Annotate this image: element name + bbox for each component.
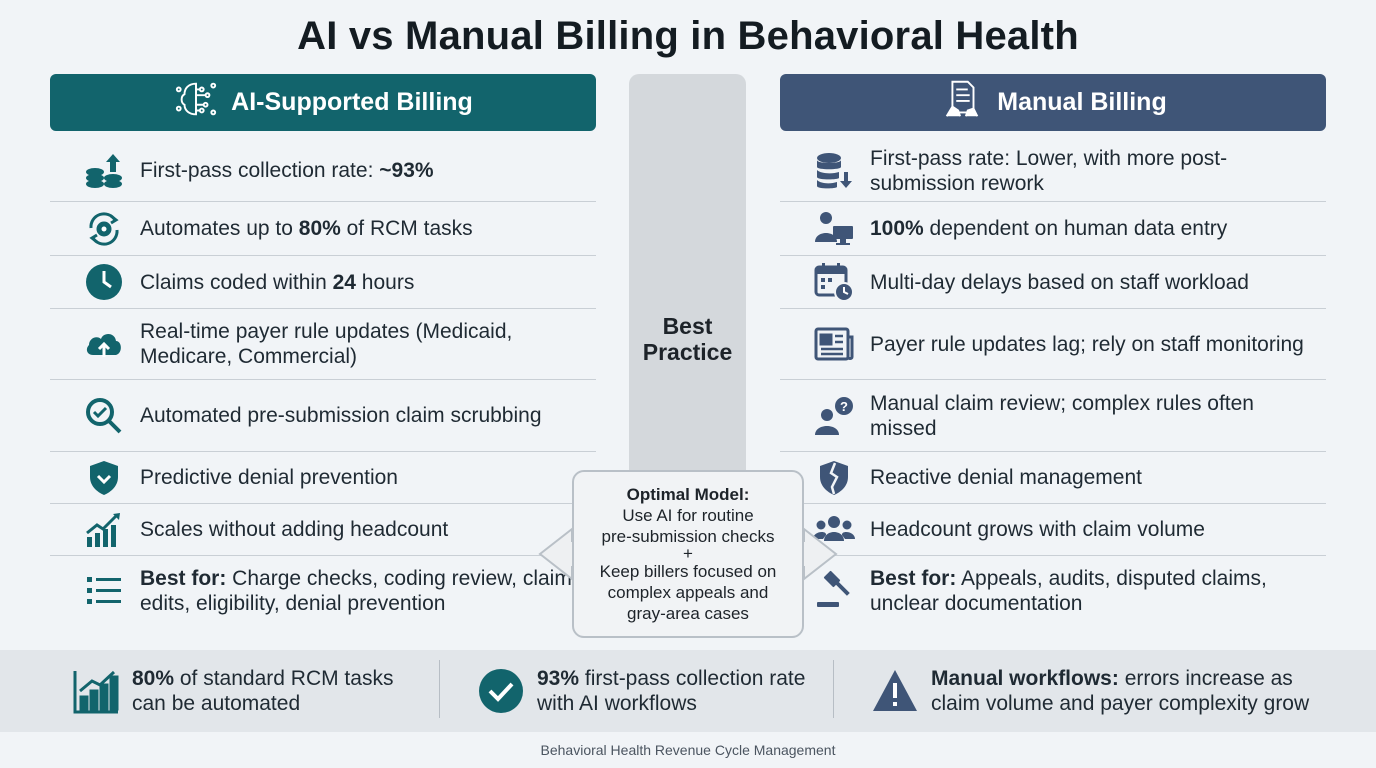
manual-billing-header-label: Manual Billing — [997, 88, 1167, 116]
person-question-icon: ? — [810, 392, 858, 440]
list-item: Multi-day delays based on staff workload — [780, 256, 1326, 309]
magnifier-check-icon — [80, 392, 128, 440]
optimal-model-callout: Optimal Model: Use AI for routine pre-su… — [572, 470, 804, 638]
manual-billing-header: Manual Billing — [780, 74, 1326, 131]
list-item: First-pass collection rate: ~93% — [50, 140, 596, 202]
ai-billing-header-label: AI-Supported Billing — [231, 88, 473, 116]
ai-billing-list: First-pass collection rate: ~93% Automat… — [50, 140, 596, 626]
list-icon — [80, 567, 128, 615]
clock-icon — [80, 258, 128, 306]
list-item: Payer rule updates lag; rely on staff mo… — [780, 309, 1326, 380]
divider — [439, 660, 440, 718]
bar-chart-icon — [72, 666, 120, 716]
cloud-upload-icon — [80, 320, 128, 368]
person-computer-icon — [810, 205, 858, 253]
footer-caption: Behavioral Health Revenue Cycle Manageme… — [540, 742, 836, 758]
shield-check-icon — [80, 454, 128, 502]
list-item: Automated pre-submission claim scrubbing — [50, 380, 596, 452]
ai-billing-header: AI-Supported Billing — [50, 74, 596, 131]
broken-shield-icon — [810, 454, 858, 502]
divider — [833, 660, 834, 718]
document-hand-icon — [939, 76, 985, 129]
stat-manual-workflows: Manual workflows: errors increase as cla… — [871, 660, 1341, 722]
automation-gear-icon — [80, 205, 128, 253]
list-item: Best for: Charge checks, coding review, … — [50, 556, 596, 626]
left-arrow-icon — [538, 527, 574, 581]
gavel-icon — [810, 567, 858, 615]
svg-text:?: ? — [840, 399, 848, 414]
list-item: Reactive denial management — [780, 452, 1326, 504]
stat-automation: 80% of standard RCM tasks can be automat… — [72, 660, 432, 722]
list-item: Predictive denial prevention — [50, 452, 596, 504]
list-item: ? Manual claim review; complex rules oft… — [780, 380, 1326, 452]
database-down-arrow-icon — [810, 147, 858, 195]
list-item: 100% dependent on human data entry — [780, 202, 1326, 256]
list-item: Headcount grows with claim volume — [780, 504, 1326, 556]
list-item: First-pass rate: Lower, with more post-s… — [780, 140, 1326, 202]
newspaper-icon — [810, 320, 858, 368]
right-arrow-icon — [802, 527, 838, 581]
summary-strip — [0, 650, 1376, 732]
list-item: Claims coded within 24 hours — [50, 256, 596, 309]
best-practice-label: Best Practice — [642, 313, 733, 365]
list-item: Real-time payer rule updates (Medicaid, … — [50, 309, 596, 380]
group-people-icon — [810, 506, 858, 554]
growth-chart-icon — [80, 506, 128, 554]
list-item: Automates up to 80% of RCM tasks — [50, 202, 596, 256]
check-circle-icon — [477, 666, 525, 716]
stat-collection-rate: 93% first-pass collection rate with AI w… — [477, 660, 817, 722]
coins-up-arrow-icon — [80, 147, 128, 195]
calendar-clock-icon — [810, 258, 858, 306]
list-item: Scales without adding headcount — [50, 504, 596, 556]
list-item: Best for: Appeals, audits, disputed clai… — [780, 556, 1326, 626]
page-title: AI vs Manual Billing in Behavioral Healt… — [297, 14, 1079, 58]
ai-brain-icon — [173, 76, 219, 129]
manual-billing-list: First-pass rate: Lower, with more post-s… — [780, 140, 1326, 626]
warning-icon — [871, 666, 919, 716]
